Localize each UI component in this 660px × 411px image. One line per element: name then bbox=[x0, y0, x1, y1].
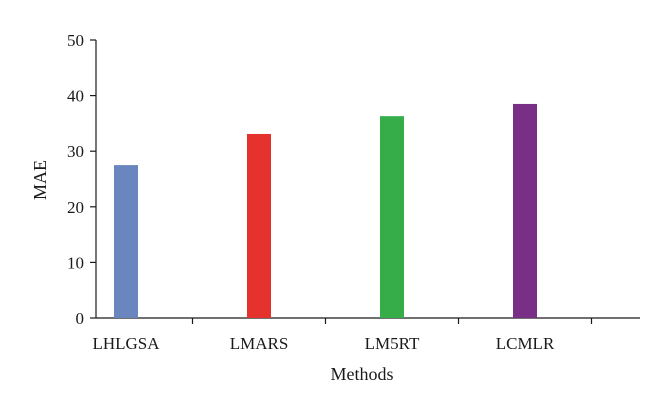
x-tick-label: LM5RT bbox=[365, 334, 420, 353]
y-tick-label: 50 bbox=[67, 31, 84, 50]
y-tick-label: 10 bbox=[67, 253, 84, 272]
bars bbox=[114, 103, 537, 318]
bar-lm5rt bbox=[380, 116, 404, 318]
y-tick-label: 40 bbox=[67, 87, 84, 106]
y-tick-label: 0 bbox=[76, 309, 85, 328]
bar-lhlgsa bbox=[114, 165, 138, 318]
y-tick-label: 20 bbox=[67, 198, 84, 217]
x-tick-label: LMARS bbox=[230, 334, 289, 353]
y-axis-title: MAE bbox=[30, 160, 50, 200]
bar-lmars bbox=[247, 133, 271, 318]
x-axis-title: Methods bbox=[331, 364, 394, 384]
labels: 0 10 20 30 40 50 LHLGSA LMARS LM5RT LCMLR Methods M… bbox=[30, 31, 555, 384]
y-tick-label: 30 bbox=[67, 142, 84, 161]
x-tick-label: LCMLR bbox=[496, 334, 555, 353]
x-tick-label: LHLGSA bbox=[92, 334, 160, 353]
axes bbox=[90, 39, 640, 324]
bar-lcmlr bbox=[513, 103, 537, 318]
